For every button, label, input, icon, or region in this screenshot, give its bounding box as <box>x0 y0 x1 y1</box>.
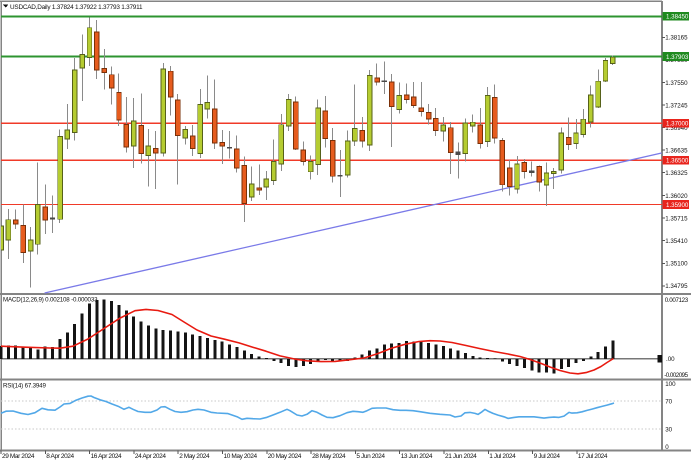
svg-text:1.37000: 1.37000 <box>666 121 689 128</box>
svg-text:1.34795: 1.34795 <box>665 283 688 290</box>
svg-text:0.007123: 0.007123 <box>665 297 689 304</box>
svg-text:1.36500: 1.36500 <box>666 158 689 165</box>
svg-text:5 Jun 2024: 5 Jun 2024 <box>356 453 385 460</box>
svg-text:RSI(14) 67.3949: RSI(14) 67.3949 <box>3 383 46 390</box>
svg-text:100: 100 <box>665 381 676 388</box>
svg-text:1.35900: 1.35900 <box>666 202 689 209</box>
svg-text:1.36020: 1.36020 <box>665 193 688 200</box>
svg-text:1.37903: 1.37903 <box>666 54 689 61</box>
svg-text:8 Apr 2024: 8 Apr 2024 <box>46 453 74 460</box>
svg-text:28 May 2024: 28 May 2024 <box>312 453 346 460</box>
svg-text:17 Jul 2024: 17 Jul 2024 <box>578 453 608 460</box>
svg-text:MACD(12,26,9) 0.002108 -0.0000: MACD(12,26,9) 0.002108 -0.000033 <box>3 297 98 304</box>
svg-text:24 Apr 2024: 24 Apr 2024 <box>135 453 166 460</box>
svg-text:70: 70 <box>665 398 672 405</box>
svg-text:1.38165: 1.38165 <box>665 35 688 42</box>
svg-text:-0.002095: -0.002095 <box>664 372 688 379</box>
svg-text:20 May 2024: 20 May 2024 <box>268 453 302 460</box>
svg-text:USDCAD,Daily 1.37824 1.37922: USDCAD,Daily 1.37824 1.37922 1.37793 1.3… <box>10 4 143 11</box>
svg-text:1.35410: 1.35410 <box>665 238 688 245</box>
svg-text:10 May 2024: 10 May 2024 <box>224 453 258 460</box>
svg-text:.00: .00 <box>666 356 675 363</box>
svg-text:9 Jul 2024: 9 Jul 2024 <box>534 453 561 460</box>
svg-text:30: 30 <box>665 426 672 433</box>
svg-text:1 Jul 2024: 1 Jul 2024 <box>489 453 516 460</box>
svg-text:13 Jun 2024: 13 Jun 2024 <box>401 453 433 460</box>
svg-text:29 Mar 2024: 29 Mar 2024 <box>2 453 35 460</box>
svg-text:1.37550: 1.37550 <box>665 80 688 87</box>
svg-text:2 May 2024: 2 May 2024 <box>179 453 210 460</box>
svg-text:1.38450: 1.38450 <box>666 14 689 21</box>
svg-text:1.35100: 1.35100 <box>665 261 688 268</box>
svg-text:1.37245: 1.37245 <box>665 102 688 109</box>
svg-text:1.36635: 1.36635 <box>665 147 688 154</box>
svg-text:1.35715: 1.35715 <box>665 215 688 222</box>
svg-text:21 Jun 2024: 21 Jun 2024 <box>445 453 477 460</box>
svg-text:0: 0 <box>665 444 669 451</box>
svg-text:1.36940: 1.36940 <box>665 125 688 132</box>
svg-text:16 Apr 2024: 16 Apr 2024 <box>91 453 122 460</box>
svg-text:1.36325: 1.36325 <box>665 170 688 177</box>
